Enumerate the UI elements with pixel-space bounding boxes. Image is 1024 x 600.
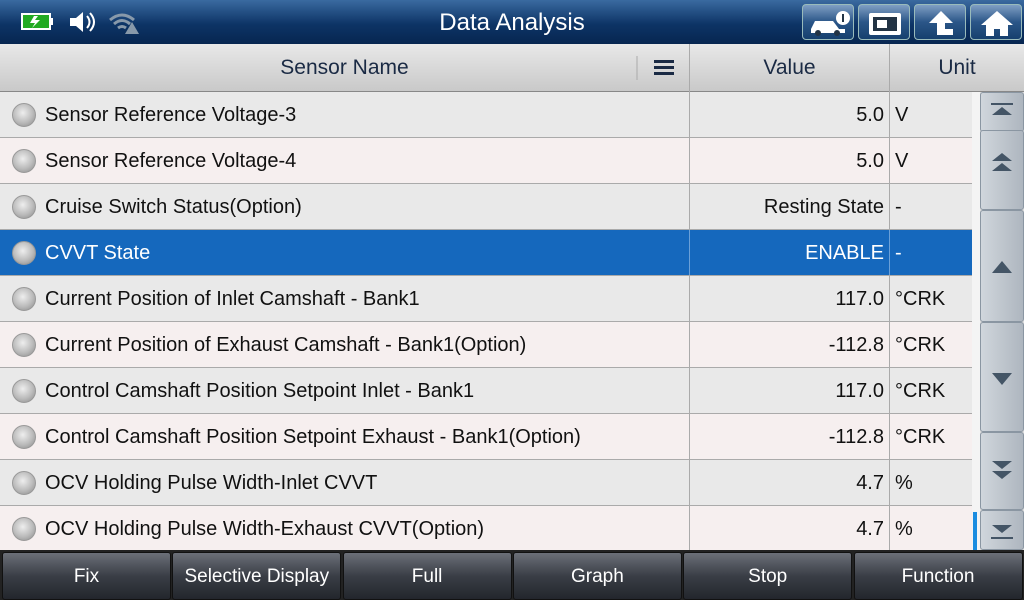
row-indicator — [12, 517, 36, 541]
page-title: Data Analysis — [439, 9, 585, 36]
sensor-unit: V — [895, 104, 909, 126]
divider — [889, 230, 890, 275]
divider — [689, 138, 690, 183]
divider — [889, 184, 890, 229]
scroll-page-up-button[interactable] — [980, 130, 1024, 210]
sensor-value: 5.0 — [856, 104, 884, 126]
column-header[interactable]: Sensor Name — [0, 44, 690, 92]
scroll-up-button[interactable] — [980, 210, 1024, 322]
column-menu-icon[interactable] — [636, 54, 676, 82]
sensor-value: 4.7 — [856, 518, 884, 540]
row-indicator — [12, 333, 36, 357]
sensor-name: CVVT State — [45, 242, 151, 264]
table-row[interactable]: Control Camshaft Position Setpoint Inlet… — [0, 368, 972, 414]
sensor-unit: % — [895, 518, 913, 540]
sensor-name: Current Position of Exhaust Camshaft - B… — [45, 334, 527, 356]
status-icons — [21, 12, 139, 34]
scroll-down-button[interactable] — [980, 322, 1024, 432]
row-indicator — [12, 425, 36, 449]
scroll-page-down-button[interactable] — [980, 432, 1024, 510]
sensor-name: Current Position of Inlet Camshaft - Ban… — [45, 288, 420, 310]
row-indicator — [12, 149, 36, 173]
sensor-name: Cruise Switch Status(Option) — [45, 196, 302, 218]
table-row[interactable]: Sensor Reference Voltage-4 5.0 V — [0, 138, 972, 184]
divider — [889, 414, 890, 459]
scroll-thumb[interactable] — [973, 512, 977, 550]
table-row[interactable]: Control Camshaft Position Setpoint Exhau… — [0, 414, 972, 460]
footer-button[interactable]: Function — [853, 552, 1023, 600]
footer-button[interactable]: Full — [342, 552, 512, 600]
title-bar: Data Analysis — [0, 0, 1024, 44]
table-row[interactable]: Sensor Reference Voltage-3 5.0 V — [0, 92, 972, 138]
row-indicator — [12, 103, 36, 127]
table-row[interactable]: CVVT State ENABLE - — [0, 230, 972, 276]
home-button[interactable] — [970, 4, 1022, 40]
sensor-value: 5.0 — [856, 150, 884, 172]
sensor-unit: °CRK — [895, 288, 946, 310]
row-indicator — [12, 241, 36, 265]
divider — [689, 184, 690, 229]
divider — [889, 138, 890, 183]
divider — [689, 230, 690, 275]
column-header: Value — [690, 44, 890, 92]
divider — [889, 368, 890, 413]
divider — [689, 92, 690, 137]
row-indicator — [12, 379, 36, 403]
column-header: Unit — [938, 56, 976, 79]
divider — [689, 368, 690, 413]
sensor-value: 117.0 — [835, 288, 884, 310]
row-indicator — [12, 195, 36, 219]
print-button[interactable] — [858, 4, 910, 40]
divider — [689, 460, 690, 505]
sensor-unit: °CRK — [895, 334, 946, 356]
sensor-value: -112.8 — [828, 334, 884, 356]
sensor-unit: - — [895, 196, 902, 218]
footer-button[interactable]: Selective Display — [172, 552, 342, 600]
sensor-unit: - — [895, 242, 902, 264]
table-row[interactable]: OCV Holding Pulse Width-Inlet CVVT 4.7% — [0, 460, 972, 506]
scrollbar — [972, 92, 980, 550]
footer-button[interactable]: Stop — [683, 552, 853, 600]
sensor-value: 117.0 — [835, 380, 884, 402]
divider — [889, 92, 890, 137]
footer-button[interactable]: Graph — [512, 552, 682, 600]
footer-button[interactable]: Fix — [2, 552, 171, 600]
sensor-name: Control Camshaft Position Setpoint Exhau… — [45, 426, 581, 448]
table-row[interactable]: Current Position of Exhaust Camshaft - B… — [0, 322, 972, 368]
sensor-unit: °CRK — [895, 380, 946, 402]
divider — [689, 414, 690, 459]
table-row[interactable]: Current Position of Inlet Camshaft - Ban… — [0, 276, 972, 322]
divider — [889, 276, 890, 321]
row-indicator — [12, 287, 36, 311]
sensor-name: OCV Holding Pulse Width-Inlet CVVT — [45, 472, 378, 494]
divider — [689, 276, 690, 321]
sensor-unit: % — [895, 472, 913, 494]
scroll-bottom-button[interactable] — [980, 510, 1024, 550]
back-button[interactable] — [914, 4, 966, 40]
divider — [889, 506, 890, 551]
divider — [689, 322, 690, 367]
row-indicator — [12, 471, 36, 495]
sensor-name: Sensor Reference Voltage-3 — [45, 104, 297, 126]
table-row[interactable]: Cruise Switch Status(Option) Resting Stat… — [0, 184, 972, 230]
sensor-value: 4.7 — [856, 472, 884, 494]
sensor-value: Resting State — [763, 196, 884, 218]
table-row[interactable]: OCV Holding Pulse Width-Exhaust CVVT(Opt… — [0, 506, 972, 552]
sensor-name: OCV Holding Pulse Width-Exhaust CVVT(Opt… — [45, 518, 485, 540]
vehicle-info-button[interactable] — [802, 4, 854, 40]
divider — [889, 460, 890, 505]
divider — [689, 506, 690, 551]
divider — [889, 322, 890, 367]
sensor-value: ENABLE — [805, 242, 884, 264]
sensor-unit: °CRK — [895, 426, 946, 448]
scroll-top-button[interactable] — [980, 92, 1024, 132]
sensor-name: Sensor Reference Voltage-4 — [45, 150, 297, 172]
sensor-name: Control Camshaft Position Setpoint Inlet… — [45, 380, 475, 402]
sensor-unit: V — [895, 150, 909, 172]
table-header: Sensor Name Value Unit — [0, 44, 1024, 92]
sensor-value: -112.8 — [828, 426, 884, 448]
